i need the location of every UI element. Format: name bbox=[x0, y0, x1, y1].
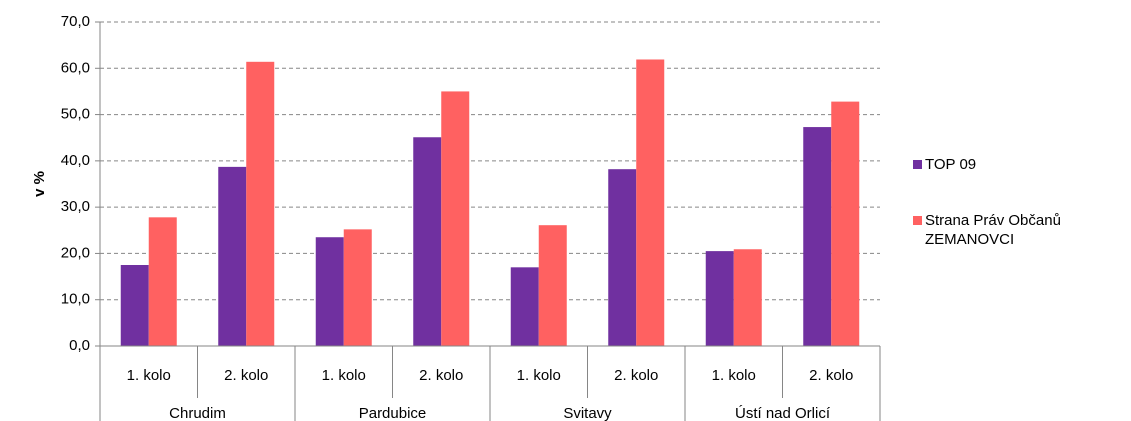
bar bbox=[218, 166, 247, 346]
x-tick-label: 2. kolo bbox=[809, 367, 853, 384]
bar bbox=[803, 127, 832, 346]
bar bbox=[246, 61, 275, 346]
x-tick-label: 2. kolo bbox=[614, 367, 658, 384]
y-tick-label: 10,0 bbox=[61, 291, 90, 308]
bar bbox=[315, 237, 344, 346]
bar bbox=[120, 265, 149, 346]
bar bbox=[343, 229, 372, 346]
bar bbox=[538, 225, 567, 346]
x-tick-label: 2. kolo bbox=[224, 367, 268, 384]
group-label: Chrudim bbox=[169, 405, 226, 421]
legend-label: Strana Práv Občanů ZEMANOVCI bbox=[925, 212, 1061, 248]
legend-item: Strana Práv Občanů ZEMANOVCI bbox=[913, 211, 1128, 249]
legend-item: TOP 09 bbox=[913, 155, 1128, 174]
bar bbox=[608, 169, 637, 346]
legend-label: TOP 09 bbox=[925, 156, 977, 173]
bar bbox=[636, 59, 665, 347]
y-axis-label: v % bbox=[31, 171, 48, 197]
bar bbox=[705, 251, 734, 346]
y-tick-label: 50,0 bbox=[61, 106, 90, 123]
group-label: Svitavy bbox=[563, 405, 612, 421]
y-tick-label: 30,0 bbox=[61, 198, 90, 215]
x-tick-label: 1. kolo bbox=[127, 367, 171, 384]
y-tick-label: 60,0 bbox=[61, 59, 90, 76]
y-tick-label: 40,0 bbox=[61, 152, 90, 169]
legend-swatch bbox=[913, 160, 922, 169]
y-tick-label: 20,0 bbox=[61, 244, 90, 261]
bar bbox=[733, 249, 762, 346]
bar bbox=[510, 267, 539, 346]
bar bbox=[441, 91, 470, 346]
y-tick-label: 0,0 bbox=[69, 337, 90, 354]
x-tick-label: 1. kolo bbox=[517, 367, 561, 384]
x-tick-label: 1. kolo bbox=[712, 367, 756, 384]
x-tick-label: 1. kolo bbox=[322, 367, 366, 384]
bar bbox=[148, 217, 177, 346]
bar bbox=[413, 137, 442, 346]
group-label: Pardubice bbox=[359, 405, 427, 421]
bar bbox=[831, 101, 860, 347]
y-tick-label: 70,0 bbox=[61, 13, 90, 30]
group-label: Ústí nad Orlicí bbox=[735, 405, 831, 421]
legend-swatch bbox=[913, 216, 922, 225]
x-tick-label: 2. kolo bbox=[419, 367, 463, 384]
